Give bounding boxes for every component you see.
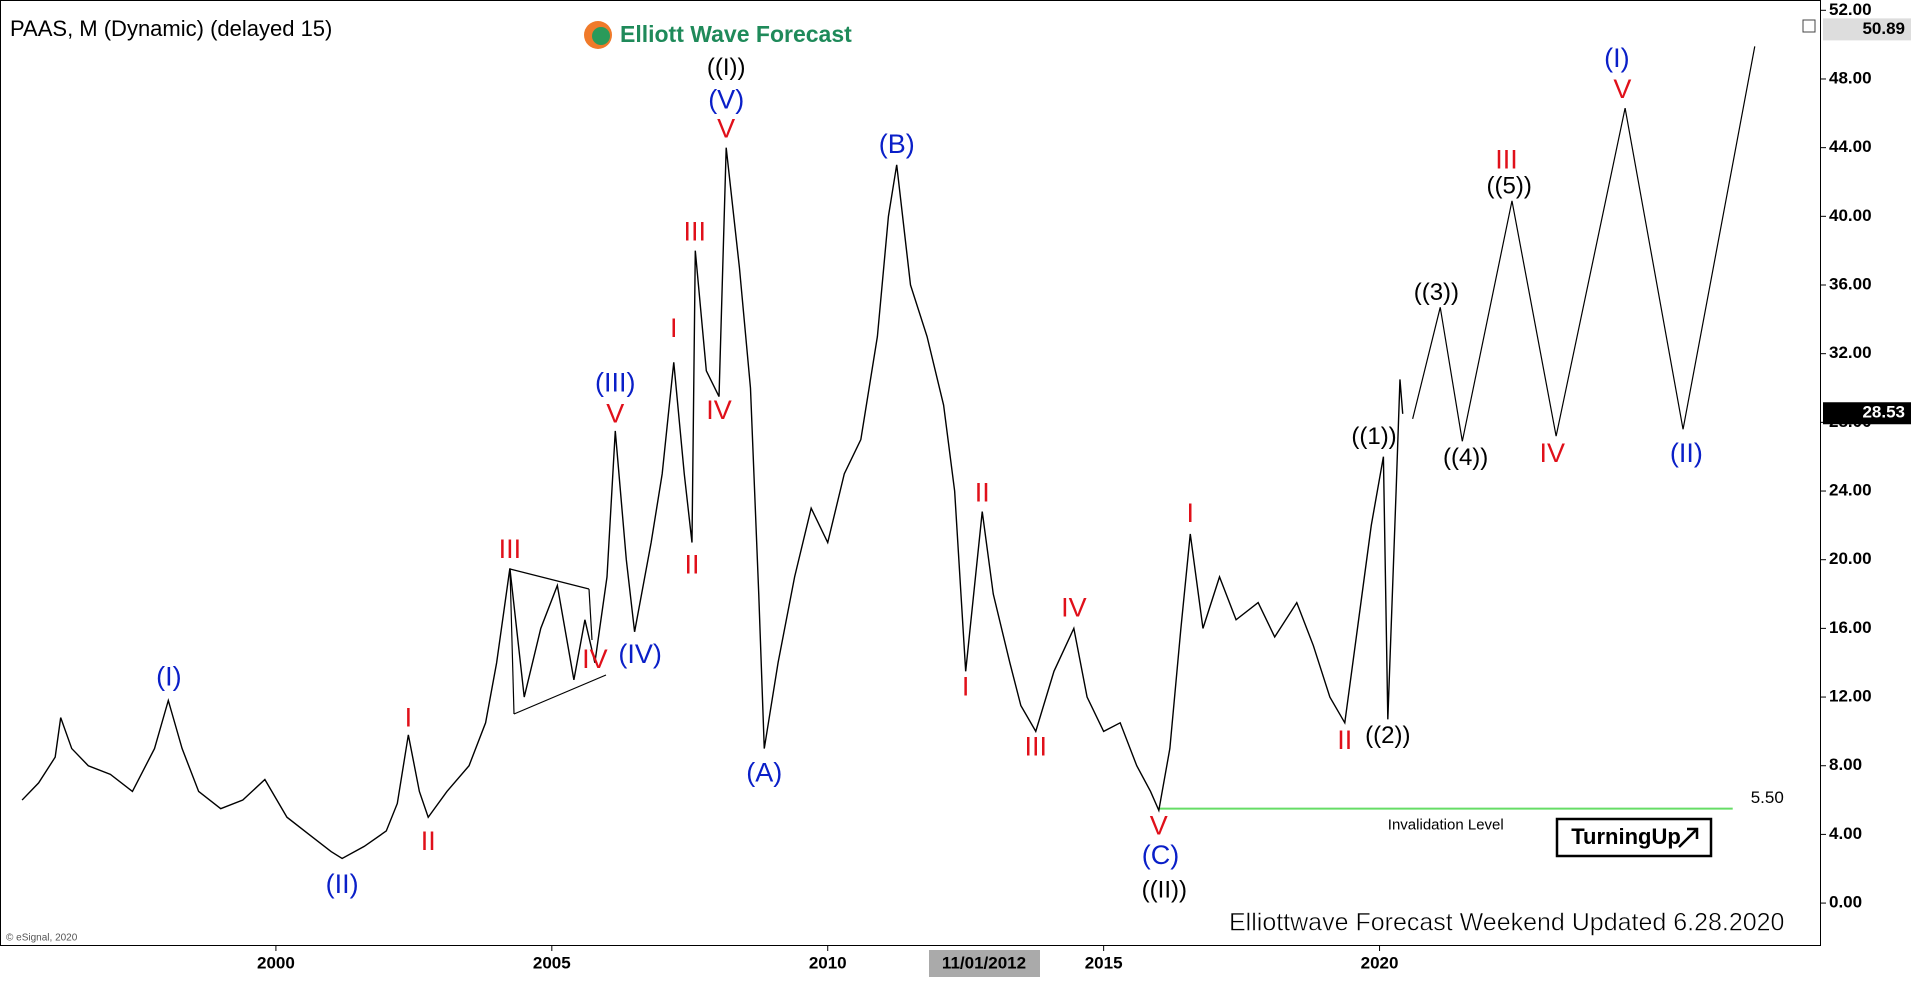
y-tick-label: 4.00 xyxy=(1829,824,1862,843)
y-tick-label: 36.00 xyxy=(1829,274,1872,293)
invalidation-value: 5.50 xyxy=(1751,788,1784,807)
wave-label: V xyxy=(1150,811,1168,841)
wave-label: (I) xyxy=(156,661,181,691)
badge-box xyxy=(1555,817,1713,858)
x-tick-label: 2005 xyxy=(533,953,571,972)
wave-label: (IV) xyxy=(618,639,662,669)
x-tick-label: 2020 xyxy=(1361,953,1399,972)
logo-text: Elliott Wave Forecast xyxy=(620,21,852,47)
wave-label: ((2)) xyxy=(1365,722,1410,749)
wave-label: (V) xyxy=(708,84,744,114)
wave-label: I xyxy=(670,313,678,343)
price-marker: 50.89 xyxy=(1862,19,1905,38)
y-tick-label: 24.00 xyxy=(1829,481,1872,500)
triangle-line xyxy=(588,588,593,641)
wave-label: II xyxy=(1337,725,1352,755)
wave-label: III xyxy=(1025,732,1048,762)
x-tick-label: 2010 xyxy=(809,953,847,972)
logo-icon xyxy=(592,27,610,45)
wave-label: ((II)) xyxy=(1142,876,1187,903)
wave-label: ((I)) xyxy=(707,54,746,81)
y-tick-label: 12.00 xyxy=(1829,687,1872,706)
logo: Elliott Wave Forecast xyxy=(584,21,852,49)
wave-label: III xyxy=(1495,145,1518,175)
wave-label: (B) xyxy=(879,129,915,159)
wave-label: II xyxy=(684,550,699,580)
badge-arrow xyxy=(1678,827,1699,848)
wave-label: ((4)) xyxy=(1443,444,1488,471)
y-tick-label: 52.00 xyxy=(1829,0,1872,19)
window-icon[interactable] xyxy=(1802,19,1816,33)
wave-label: II xyxy=(421,826,436,856)
y-tick-label: 0.00 xyxy=(1829,893,1862,912)
triangle-line xyxy=(513,674,607,715)
wave-label: IV xyxy=(582,644,608,674)
y-tick-label: 8.00 xyxy=(1829,755,1862,774)
wave-label: I xyxy=(1187,498,1195,528)
projection-line xyxy=(1412,46,1756,442)
wave-label: (A) xyxy=(746,757,782,787)
wave-label: I xyxy=(962,672,970,702)
wave-label: V xyxy=(606,399,624,429)
x-tick-label: 2015 xyxy=(1085,953,1123,972)
y-tick-label: 44.00 xyxy=(1829,137,1872,156)
price-marker: 28.53 xyxy=(1862,403,1905,422)
price-marker-box xyxy=(1823,402,1911,425)
wave-label: V xyxy=(1613,74,1631,104)
wave-label: (II) xyxy=(326,869,359,899)
cursor-date-box xyxy=(929,950,1040,977)
wave-label: IV xyxy=(1061,593,1087,623)
y-tick-label: 48.00 xyxy=(1829,68,1872,87)
x-tick-label: 2000 xyxy=(257,953,295,972)
wave-label: IV xyxy=(1540,438,1566,468)
y-tick-label: 20.00 xyxy=(1829,549,1872,568)
wave-label: ((1)) xyxy=(1351,423,1396,450)
wave-label: II xyxy=(975,478,990,508)
plot-frame xyxy=(0,0,1821,946)
wave-label: IV xyxy=(706,395,732,425)
wave-label: (C) xyxy=(1142,840,1179,870)
price-marker-box xyxy=(1823,18,1911,41)
copyright: © eSignal, 2020 xyxy=(6,933,78,944)
y-tick-label: 16.00 xyxy=(1829,618,1872,637)
wave-label: ((5)) xyxy=(1487,172,1532,199)
wave-label: (III) xyxy=(595,368,636,398)
cursor-date: 11/01/2012 xyxy=(942,953,1026,972)
triangle xyxy=(509,568,607,715)
chart-title: PAAS, M (Dynamic) (delayed 15) xyxy=(10,16,332,41)
footer: Elliottwave Forecast Weekend Updated 6.2… xyxy=(1229,909,1784,937)
wave-label: (I) xyxy=(1604,43,1629,73)
price-line xyxy=(21,147,1404,860)
wave-label: III xyxy=(683,217,706,247)
wave-label: I xyxy=(405,702,413,732)
wave-label: III xyxy=(499,534,522,564)
badge: TurningUp xyxy=(1571,824,1681,849)
y-tick-label: 40.00 xyxy=(1829,206,1872,225)
wave-label: (II) xyxy=(1670,438,1703,468)
triangle-line xyxy=(509,568,515,715)
invalidation-label: Invalidation Level xyxy=(1388,817,1504,834)
y-tick-label: 32.00 xyxy=(1829,343,1872,362)
wave-label: V xyxy=(717,114,735,144)
wave-label: ((3)) xyxy=(1414,279,1459,306)
triangle-line xyxy=(509,568,590,590)
